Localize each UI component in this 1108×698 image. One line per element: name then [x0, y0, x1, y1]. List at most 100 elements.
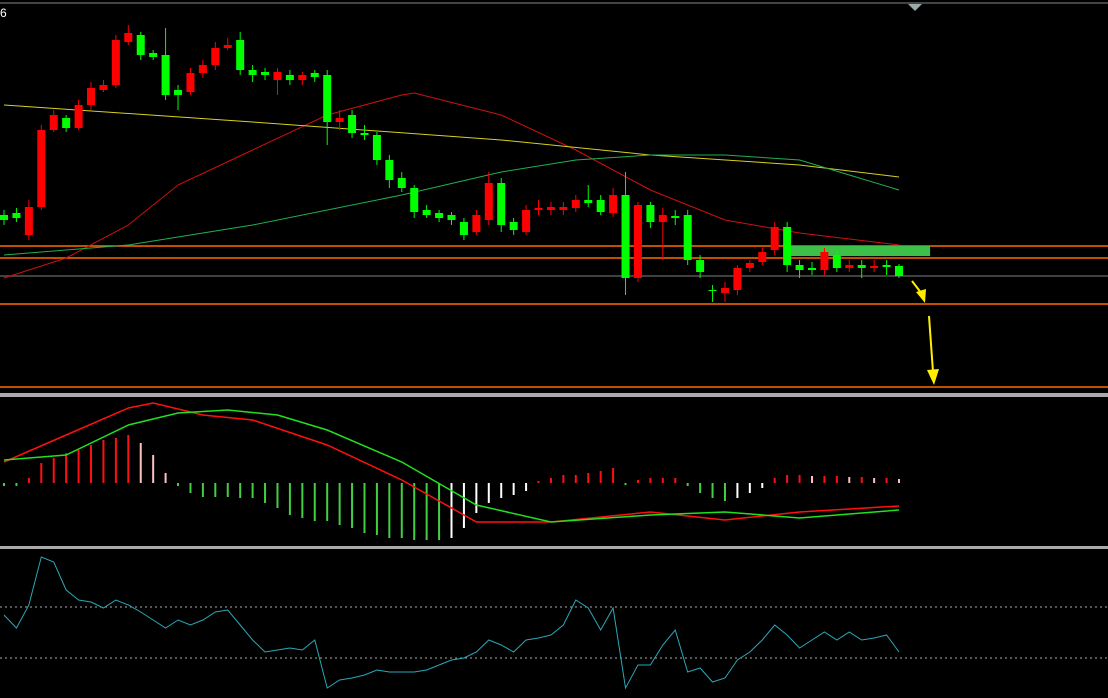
histogram-bar [301, 483, 304, 518]
histogram-bar [152, 455, 155, 483]
line [3, 402, 900, 523]
line [3, 92, 900, 279]
histogram-bar [761, 483, 764, 488]
candle-body [111, 40, 120, 85]
histogram-bar [624, 483, 627, 485]
histogram-bar [363, 483, 366, 533]
histogram-bar [599, 471, 602, 483]
candle-body [62, 118, 71, 128]
candle-body [335, 118, 344, 122]
candle-body [323, 75, 332, 122]
candle-body [745, 263, 754, 268]
histogram-bar [773, 478, 776, 483]
panel-separator [0, 393, 1108, 397]
histogram-bar [413, 483, 416, 540]
histogram-bar [90, 445, 93, 483]
histogram-bar [860, 477, 863, 483]
histogram-bar [898, 479, 900, 483]
histogram-bar [288, 483, 291, 515]
candle-body [298, 75, 307, 80]
histogram-bar [450, 483, 453, 538]
histogram-bar [351, 483, 354, 528]
histogram-bar [438, 483, 441, 540]
histogram-bar [748, 483, 751, 493]
histogram-bar [686, 483, 689, 486]
histogram-bar [251, 483, 254, 498]
candle-body [845, 265, 854, 268]
candle-body [99, 85, 108, 90]
line [3, 556, 900, 690]
histogram-bar [264, 483, 267, 503]
histogram-bar [102, 440, 105, 483]
candle-body [49, 115, 58, 130]
candle-body [571, 200, 580, 208]
candle-body [410, 188, 419, 212]
histogram-bar [574, 475, 577, 483]
histogram-bar [699, 483, 702, 493]
histogram-bar [885, 478, 888, 483]
candle-body [372, 135, 381, 160]
histogram-bar [276, 483, 279, 508]
candle-body [696, 260, 705, 272]
histogram-bar [139, 443, 142, 483]
candle-body [136, 35, 145, 55]
candle-body [87, 88, 96, 105]
candle-body [497, 183, 506, 225]
histogram-bar [612, 468, 615, 483]
histogram-bar [525, 483, 528, 491]
line [3, 154, 900, 256]
histogram-bar [636, 480, 639, 483]
candle-body [273, 72, 282, 80]
zone [787, 246, 931, 256]
candle-body [12, 213, 21, 218]
histogram-bar [537, 481, 540, 483]
histogram-bar [736, 483, 739, 498]
histogram-bar [475, 483, 478, 513]
candle-body [348, 115, 357, 133]
corner-label: 6 [0, 6, 7, 20]
candle-body [720, 288, 729, 293]
histogram-bar [114, 438, 117, 483]
candle-body [186, 73, 195, 92]
panel [0, 25, 1108, 388]
histogram-bar [500, 483, 503, 498]
histogram-bar [723, 483, 726, 501]
histogram-bar [823, 476, 826, 483]
histogram-bar [711, 483, 714, 498]
candle-body [609, 195, 618, 213]
candle-body [646, 205, 655, 222]
histogram-bar [873, 478, 876, 483]
line [3, 104, 900, 178]
histogram-bar [848, 477, 851, 483]
arrow-shaft [928, 315, 934, 373]
candle-body [74, 105, 83, 128]
histogram-bar [425, 483, 428, 540]
histogram-bar [77, 450, 80, 483]
histogram-bar [587, 473, 590, 483]
candle-body [248, 70, 257, 75]
histogram-bar [313, 483, 316, 521]
candle-body [882, 265, 891, 267]
candle-body [422, 210, 431, 215]
candle-body [447, 215, 456, 220]
histogram-bar [164, 473, 167, 483]
histogram-bar [549, 478, 552, 483]
candle-body [733, 268, 742, 290]
candle-body [0, 215, 8, 220]
candle-body [708, 290, 717, 291]
histogram-bar [487, 483, 490, 503]
candle-body [870, 266, 879, 268]
histogram-bar [52, 458, 55, 483]
candle-body [174, 90, 183, 95]
candle-body [285, 75, 294, 80]
candle-body [807, 268, 816, 270]
histogram-bar [65, 453, 68, 483]
candle-body [584, 200, 593, 203]
histogram-bar [786, 475, 789, 483]
candle-body [820, 252, 829, 270]
histogram-bar [189, 483, 192, 493]
candle-body [124, 33, 133, 42]
